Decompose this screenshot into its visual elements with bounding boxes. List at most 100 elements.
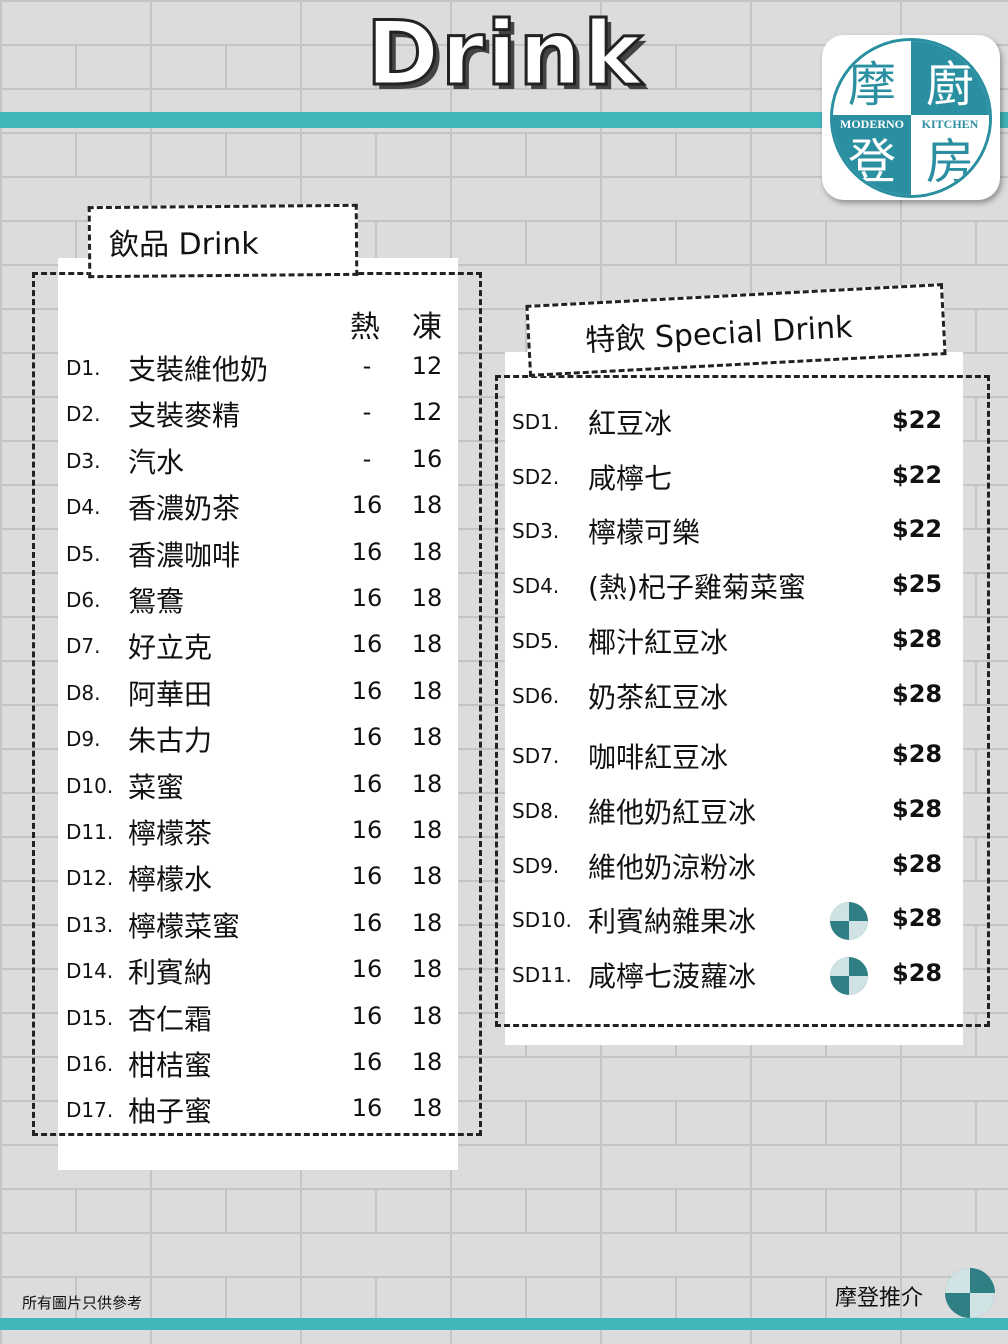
item-code: D16. [66,1052,114,1076]
cold-price: 18 [411,908,443,937]
hot-price: 16 [351,584,383,612]
item-name: 利賓納 [128,956,213,990]
item-name: 維他奶涼粉冰 [588,850,757,884]
hot-price: 16 [351,723,383,752]
logo-en-left: MODERNO [833,115,911,133]
item-code: SD2. [512,464,560,489]
drink-item: D4. 香濃奶茶 [66,487,240,527]
item-price: $28 [892,679,943,708]
item-code: D7. [66,634,101,659]
item-code: D12. [66,866,114,891]
item-code: D13. [66,912,114,937]
drink-item: D1. 支裝維他奶 [66,348,268,388]
item-price: $28 [892,794,943,823]
special-item: SD7. 咖啡紅豆冰 [512,736,728,776]
item-name: 菜蜜 [128,770,185,804]
logo-char: 廚 [911,41,989,118]
cold-price: 18 [411,630,443,659]
cold-price: 12 [411,352,443,380]
cold-price: 18 [411,537,443,566]
hot-price: 16 [351,1001,383,1030]
item-code: D9. [66,727,101,752]
cold-price: 18 [411,1001,443,1030]
item-code: D8. [66,680,101,705]
item-code: SD9. [512,853,560,878]
item-name: 檸檬茶 [128,817,213,850]
logo-en-right: KITCHEN [911,115,989,133]
drink-item: D9. 朱古力 [66,719,212,759]
drink-item: D7. 好立克 [66,626,212,666]
hot-price: 16 [351,630,383,659]
item-name: 鴛鴦 [128,585,185,618]
item-price: $28 [892,904,943,933]
item-code: SD3. [512,519,560,544]
special-item: SD8. 維他奶紅豆冰 [512,791,756,831]
cold-price: 18 [411,584,443,612]
item-code: SD6. [512,683,560,708]
special-item: SD2. 咸檸七 [512,457,672,497]
item-code: D5. [66,541,101,566]
item-name: 檸檬可樂 [588,516,701,550]
item-price: $28 [892,959,943,987]
hot-price: - [362,444,372,473]
disclaimer: 所有圖片只供參考 [22,1294,143,1312]
cold-price: 18 [411,862,443,891]
item-name: 維他奶紅豆冰 [588,795,757,829]
hot-price: - [362,352,372,380]
item-code: D2. [66,402,101,427]
item-price: $25 [892,570,943,599]
special-border [495,375,990,1027]
cold-header: 凍 [412,310,442,345]
item-name: 紅豆冰 [588,407,673,440]
item-code: SD11. [512,963,572,987]
recommended-icon [830,902,868,941]
recommend-logo-icon [945,1268,995,1318]
drink-item: D3. 汽水 [66,441,184,481]
item-name: 柚子蜜 [128,1095,213,1129]
hot-price: 16 [351,676,383,705]
hot-price: 16 [351,491,383,520]
cold-price: 18 [411,1094,443,1123]
item-code: D10. [66,773,114,798]
item-name: 支裝維他奶 [128,353,269,386]
drinks-title: 飲品 Drink [87,203,359,279]
item-code: D17. [66,1098,114,1123]
item-code: D11. [66,820,114,844]
item-name: 香濃奶茶 [128,492,241,526]
cold-price: 16 [411,444,443,473]
item-price: $28 [892,740,943,769]
item-name: 朱古力 [128,724,213,758]
item-name: (熱)杞子雞菊菜蜜 [588,571,806,605]
hot-price: 16 [351,1094,383,1123]
item-name: 利賓納雜果冰 [588,905,757,939]
item-code: D6. [66,588,101,612]
drink-item: D6. 鴛鴦 [66,580,184,620]
recommended-icon [830,957,868,995]
item-code: D4. [66,495,101,520]
recommend-label: 摩登推介 [835,1286,924,1311]
hot-header: 熱 [350,310,380,345]
logo: 摩 廚 登 房 MODERNO KITCHEN [822,35,1000,200]
item-code: D14. [66,959,114,984]
special-item: SD1. 紅豆冰 [512,402,672,442]
item-name: 汽水 [128,445,185,479]
drinks-panel [58,258,458,1170]
drink-item: D17. 柚子蜜 [66,1090,212,1130]
drink-item: D10. 菜蜜 [66,766,184,806]
special-item: SD5. 椰汁紅豆冰 [512,621,728,661]
item-name: 杏仁霜 [128,1002,213,1036]
item-code: D1. [66,356,101,380]
hot-price: 16 [351,955,383,984]
drink-item: D2. 支裝麥精 [66,394,240,434]
item-name: 咸檸七菠蘿冰 [588,960,757,993]
item-code: SD8. [512,798,560,823]
hot-price: 16 [351,769,383,798]
cold-price: 18 [411,491,443,520]
item-name: 好立克 [128,631,213,665]
item-name: 香濃咖啡 [128,538,241,572]
drink-item: D13. 檸檬菜蜜 [66,905,240,945]
item-name: 柑桔蜜 [128,1049,213,1082]
item-code: D15. [66,1005,114,1030]
page-title: Drink [365,1,644,107]
hot-price: 16 [351,908,383,937]
